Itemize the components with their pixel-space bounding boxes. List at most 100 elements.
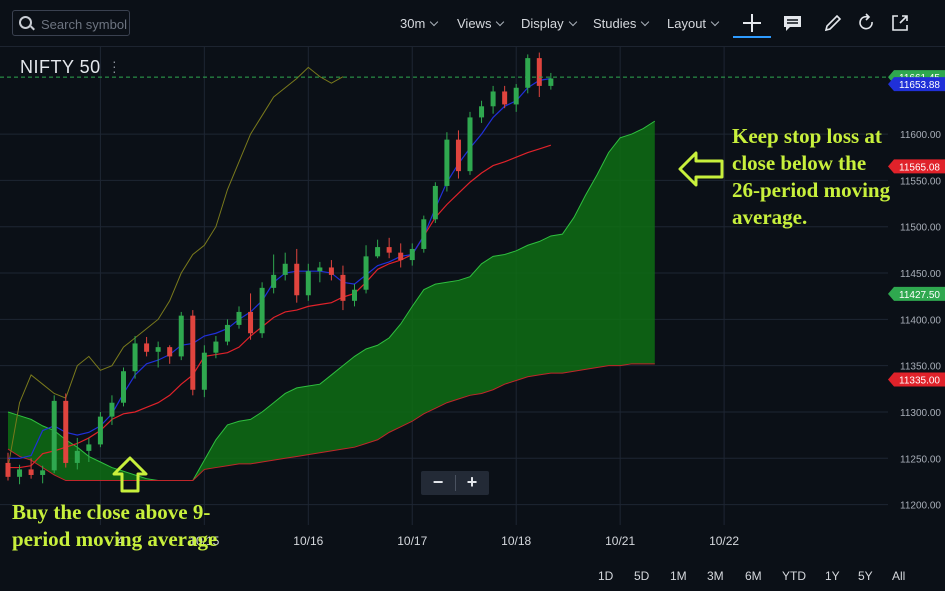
stop-loss-annotation: close below the [732, 151, 866, 175]
candle-body [248, 311, 254, 334]
candle-body [340, 274, 346, 301]
interval-label: 30m [400, 16, 426, 31]
x-tick-label: 10/22 [709, 534, 739, 548]
range-5y[interactable]: 5Y [858, 569, 873, 583]
buy-annotation: Buy the close above 9- [12, 500, 210, 524]
candle-body [432, 185, 438, 220]
range-1y[interactable]: 1Y [825, 569, 840, 583]
price-tag-label: 11653.88 [899, 80, 940, 91]
candle-body [455, 139, 461, 172]
candle-body [167, 347, 173, 357]
symbol-menu-icon[interactable]: · · · [112, 53, 117, 79]
y-tick-label: 11550.00 [900, 176, 941, 187]
chikou-span-line [7, 66, 344, 468]
candle-body [109, 402, 115, 417]
top-toolbar: 30m Views Display Studies Layout [0, 0, 945, 47]
range-1m[interactable]: 1M [670, 569, 687, 583]
zoom-out-button[interactable]: − [432, 472, 444, 492]
candle-body [97, 416, 103, 445]
candle-body [282, 263, 288, 275]
candle-body [467, 117, 473, 172]
chevron-down-icon [568, 17, 577, 27]
y-tick-label: 11250.00 [900, 454, 941, 465]
candle-body [86, 444, 92, 451]
candle-body [74, 450, 80, 463]
chevron-down-icon [496, 17, 505, 27]
candle-body [502, 91, 508, 105]
range-3m[interactable]: 3M [707, 569, 724, 583]
y-tick-label: 11200.00 [900, 501, 941, 512]
range-1d[interactable]: 1D [598, 569, 614, 583]
x-tick-label: 10/15 [189, 534, 219, 548]
external-link-icon [892, 15, 908, 31]
y-tick-label: 11450.00 [900, 269, 941, 280]
display-dropdown[interactable]: Display [521, 16, 577, 31]
candle-body [178, 315, 184, 357]
candle-body [305, 271, 311, 296]
candle-body [190, 315, 196, 390]
candle-body [490, 91, 496, 107]
search-box[interactable] [12, 10, 131, 36]
pencil-icon [824, 14, 842, 32]
range-ytd[interactable]: YTD [782, 569, 806, 583]
y-tick-label: 11300.00 [900, 408, 941, 419]
chevron-down-icon [641, 17, 650, 27]
candle-body [409, 248, 415, 261]
y-tick-label: 11600.00 [900, 130, 941, 141]
layout-dropdown[interactable]: Layout [667, 16, 720, 31]
interval-dropdown[interactable]: 30m [400, 16, 439, 31]
price-tag [888, 159, 945, 174]
candle-body [525, 58, 531, 88]
range-5d[interactable]: 5D [634, 569, 650, 583]
comment-button[interactable] [782, 12, 804, 34]
crosshair-button[interactable] [733, 10, 771, 38]
reset-button[interactable] [856, 12, 878, 34]
zoom-separator [455, 475, 456, 491]
zoom-in-button[interactable]: + [466, 472, 478, 492]
candle-body [63, 400, 69, 463]
candle-body [375, 247, 381, 257]
candle-body [352, 289, 357, 301]
draw-button[interactable] [822, 12, 844, 34]
symbol-name[interactable]: NIFTY 50 [20, 57, 101, 77]
x-tick-label: 10/21 [605, 534, 635, 548]
chevron-down-icon [430, 17, 439, 27]
candle-body [398, 252, 404, 261]
y-tick-label: 11350.00 [900, 362, 941, 373]
x-tick-label: 10/18 [501, 534, 531, 548]
ichimoku-chart[interactable]: 11200.00 11250.00 11300.00 11350.00 11400.00… [0, 47, 945, 591]
candle-body [317, 267, 323, 272]
popout-button[interactable] [889, 12, 911, 34]
candle-body [5, 462, 11, 477]
candle-body [294, 263, 300, 296]
studies-label: Studies [593, 16, 637, 31]
candle-body [213, 341, 219, 353]
candle-body [536, 58, 542, 86]
stop-loss-annotation: average. [732, 205, 807, 229]
price-tag [888, 372, 945, 387]
candle-body [259, 287, 265, 334]
range-all[interactable]: All [892, 569, 906, 583]
price-tag [888, 286, 945, 301]
candle-body [236, 311, 242, 325]
layout-label: Layout [667, 16, 707, 31]
candle-body [548, 78, 554, 86]
candle-body [224, 324, 230, 342]
stop-loss-annotation: 26-period moving [732, 178, 891, 202]
range-6m[interactable]: 6M [745, 569, 762, 583]
candle-body [40, 470, 46, 475]
search-input[interactable] [39, 14, 131, 34]
up-arrow-icon [112, 456, 148, 493]
candle-body [386, 247, 392, 253]
views-dropdown[interactable]: Views [457, 16, 505, 31]
candle-body [121, 371, 126, 403]
comment-icon [784, 16, 801, 31]
candle-body [144, 343, 150, 352]
crosshair-icon [743, 14, 761, 32]
zoom-control: − + [421, 471, 489, 495]
studies-dropdown[interactable]: Studies [593, 16, 650, 31]
candle-body [132, 343, 138, 372]
price-tag-label: 11335.00 [899, 376, 940, 387]
price-tag-label: 11565.08 [899, 162, 940, 173]
stop-loss-annotation: Keep stop loss at [732, 124, 882, 148]
